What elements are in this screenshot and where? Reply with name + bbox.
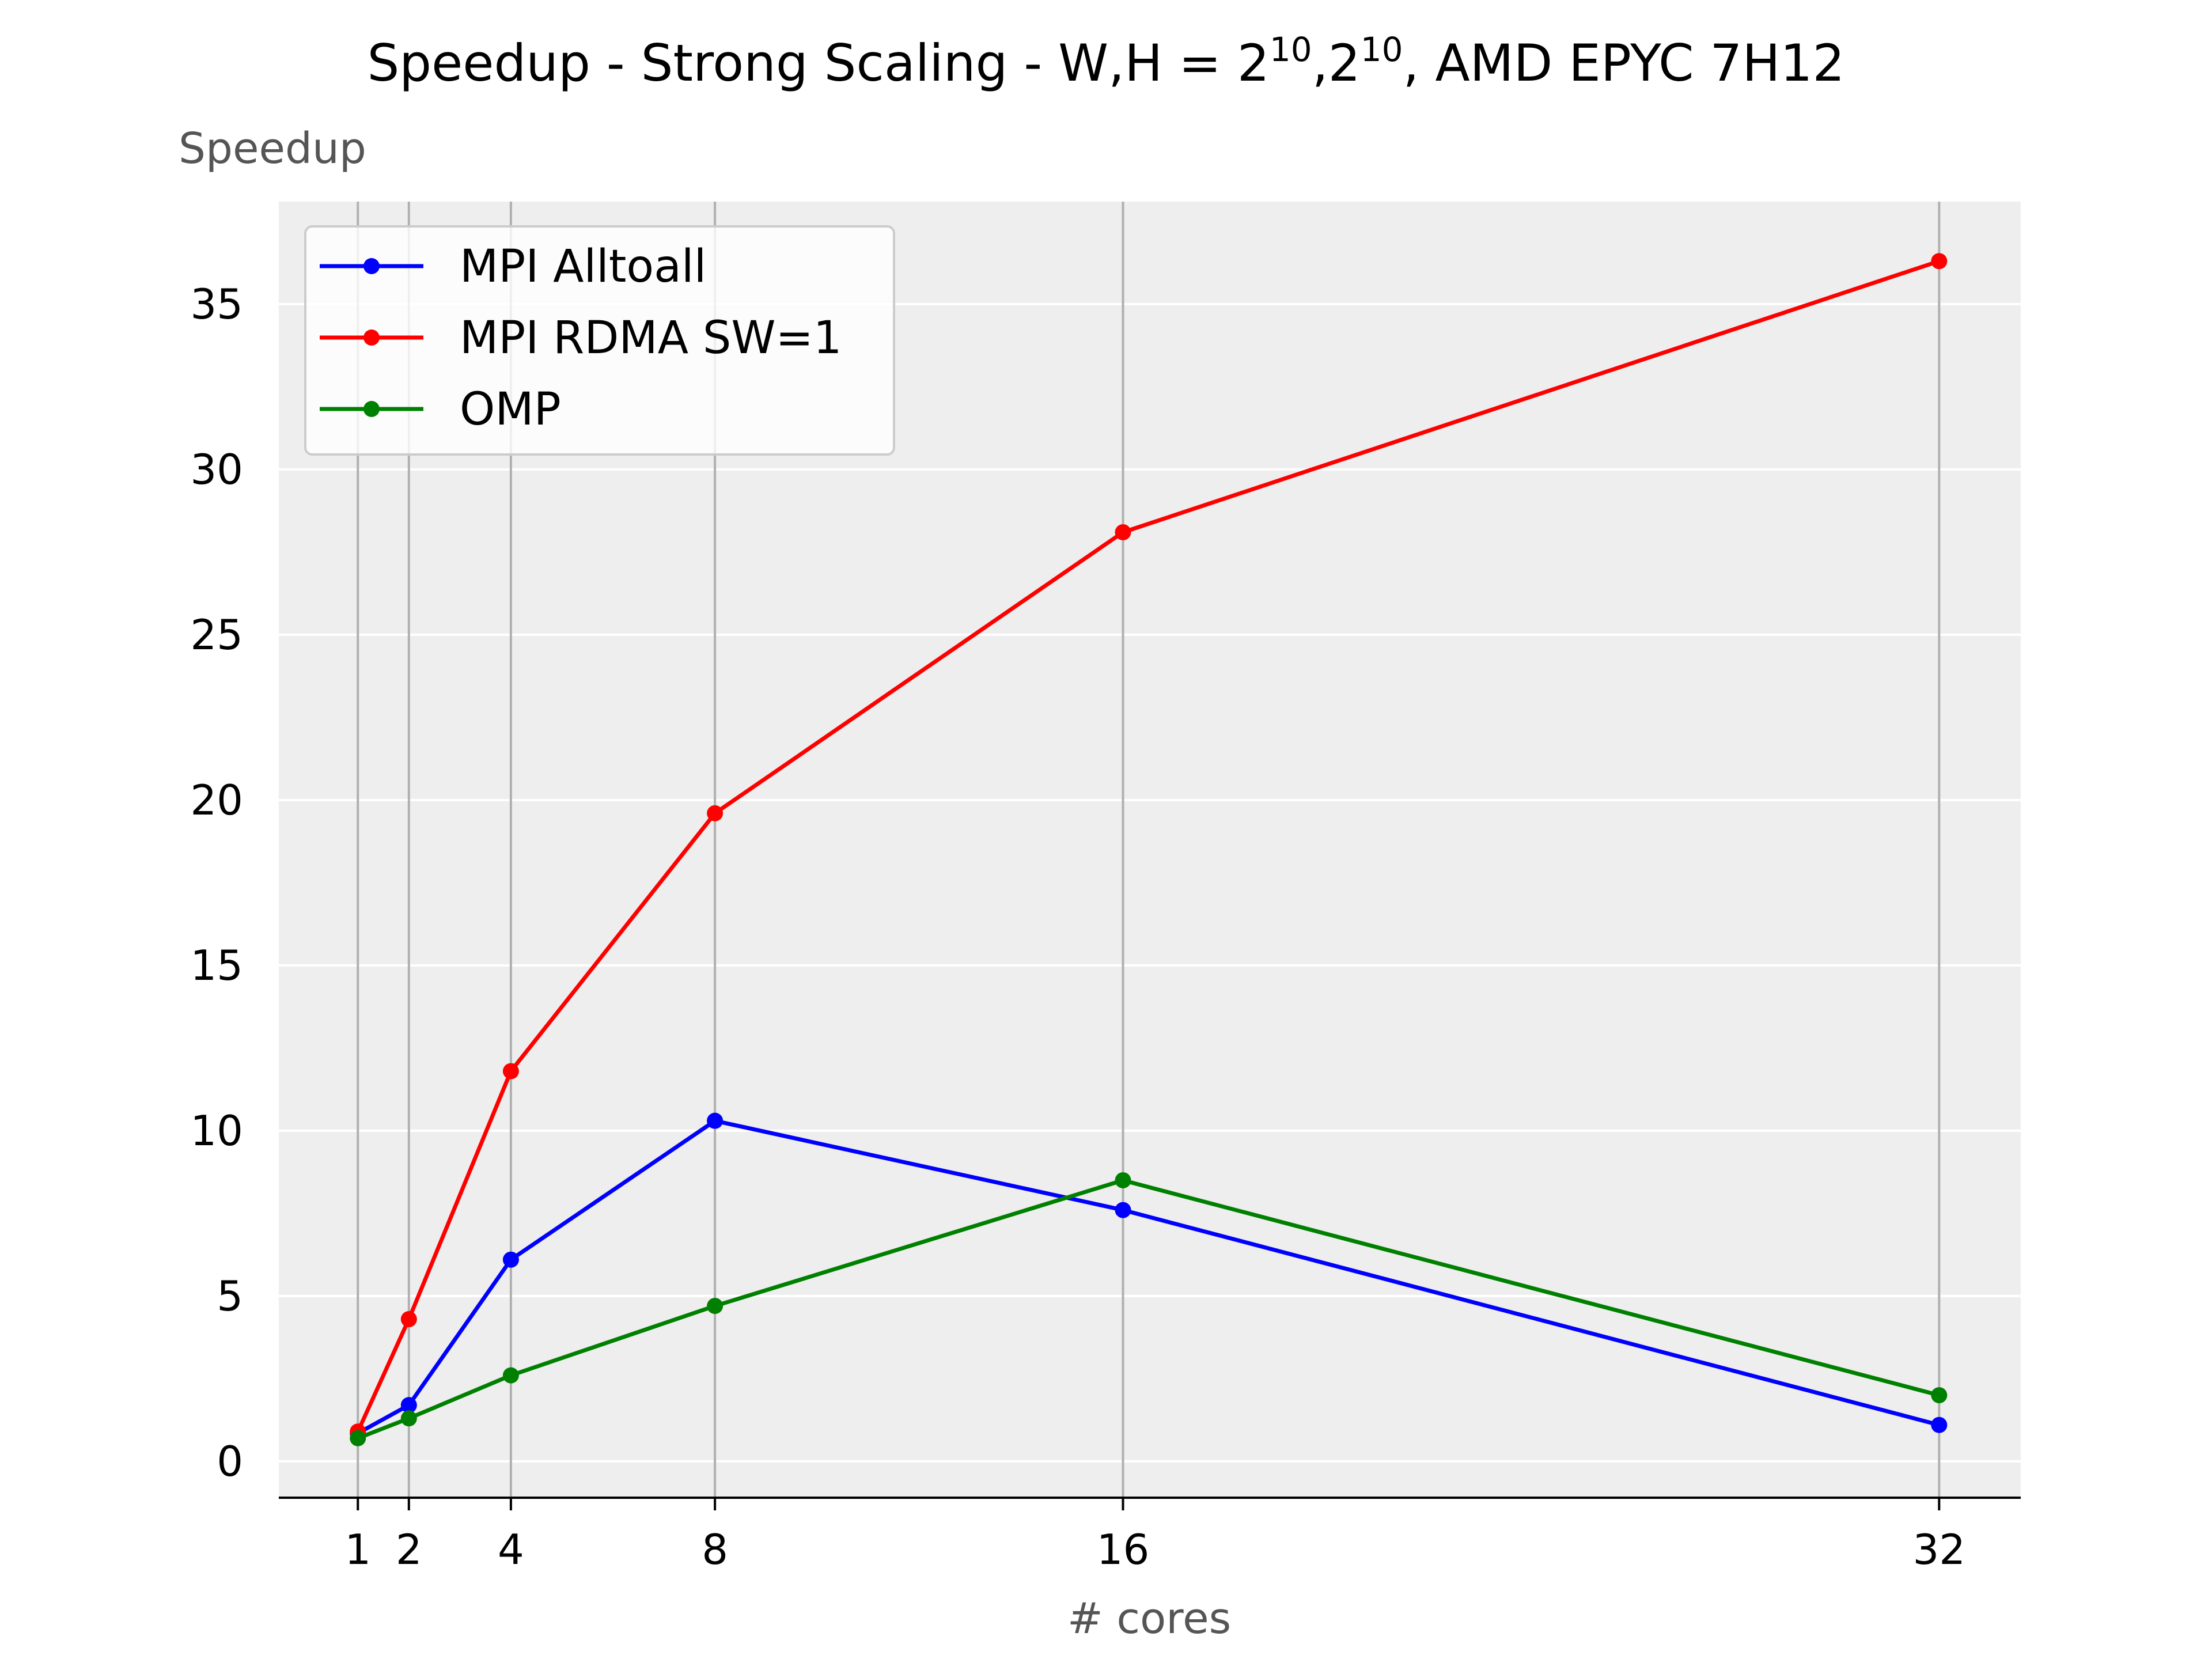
y-tick-label: 10 <box>190 1107 243 1155</box>
y-tick-label: 5 <box>217 1272 243 1320</box>
data-point <box>707 1298 724 1315</box>
chart-title: Speedup - Strong Scaling - W,H = 210,210… <box>367 30 1844 93</box>
legend-entry: MPI RDMA SW=1 <box>320 312 842 364</box>
data-point <box>350 1430 366 1446</box>
legend-swatch-marker <box>363 329 380 346</box>
legend-entry: MPI Alltoall <box>320 241 706 293</box>
y-tick-label: 25 <box>190 611 243 659</box>
x-tick-label: 8 <box>702 1525 728 1574</box>
data-point <box>502 1367 519 1384</box>
legend-swatch-marker <box>363 401 380 417</box>
series-mpi-rdma-sw-1 <box>350 253 1948 1440</box>
data-point <box>1931 253 1948 270</box>
x-axis-label: # cores <box>1067 1594 1231 1643</box>
x-axis-ticks: 1 2 4 8 16 32 <box>344 1498 1965 1574</box>
data-point <box>1931 1387 1948 1404</box>
data-point <box>707 1112 724 1129</box>
data-point <box>707 805 724 821</box>
y-axis-label: Speedup <box>179 124 366 173</box>
data-point <box>1115 1202 1131 1218</box>
y-tick-label: 15 <box>190 941 243 990</box>
legend-label: OMP <box>460 384 561 435</box>
y-tick-label: 35 <box>190 280 243 328</box>
series-omp <box>350 1172 1948 1446</box>
x-tick-label: 1 <box>344 1525 371 1574</box>
y-tick-label: 0 <box>217 1437 243 1486</box>
legend-entry: OMP <box>320 384 561 435</box>
legend-box <box>304 225 895 456</box>
legend-swatch-marker <box>363 258 380 274</box>
x-tick-label: 16 <box>1097 1525 1150 1574</box>
data-point <box>1115 1172 1131 1188</box>
data-point <box>400 1311 417 1328</box>
legend-label: MPI Alltoall <box>460 241 706 293</box>
x-tick-label: 32 <box>1913 1525 1966 1574</box>
data-point <box>1931 1416 1948 1433</box>
data-point <box>502 1251 519 1268</box>
x-tick-label: 4 <box>498 1525 524 1574</box>
legend-label: MPI RDMA SW=1 <box>460 312 842 364</box>
data-point <box>400 1397 417 1414</box>
legend: MPI Alltoall MPI RDMA SW=1 OMP <box>304 225 895 456</box>
series-line <box>356 259 1940 1433</box>
y-axis-ticks: 0 5 10 15 20 25 30 35 <box>190 280 243 1486</box>
series-line <box>357 1178 1940 1440</box>
y-tick-label: 20 <box>190 776 243 824</box>
series-lines <box>350 253 1948 1446</box>
data-point <box>502 1063 519 1080</box>
data-point <box>400 1410 417 1427</box>
title-superscript-2: 10 <box>1361 30 1403 69</box>
y-tick-label: 30 <box>190 445 243 494</box>
data-point <box>1115 524 1131 540</box>
series-line <box>357 1119 1940 1435</box>
x-tick-label: 2 <box>396 1525 422 1574</box>
title-superscript-1: 10 <box>1270 30 1312 69</box>
